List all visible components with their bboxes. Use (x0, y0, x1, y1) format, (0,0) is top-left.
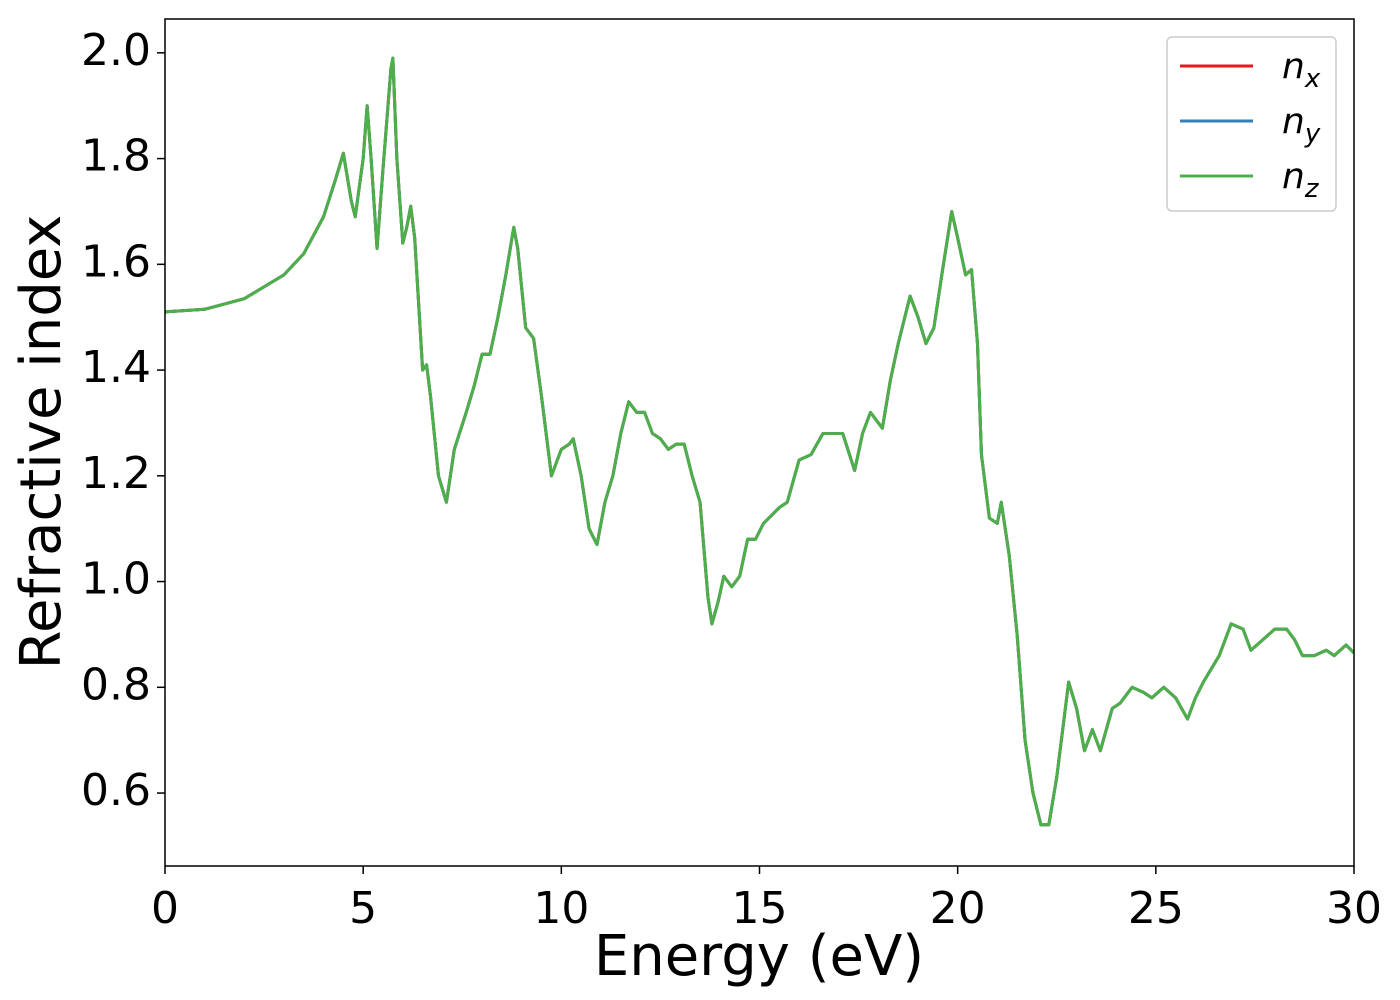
x-axis-label: Energy (eV) (594, 924, 924, 989)
y-tick-label: 1.0 (81, 554, 151, 605)
legend-label: nz (1282, 156, 1320, 204)
x-tick-label: 10 (533, 883, 589, 934)
legend-label: nx (1282, 46, 1321, 94)
y-axis-label: Refractive index (9, 215, 74, 670)
legend-label: ny (1282, 101, 1321, 149)
plot-frame (164, 18, 1355, 867)
y-tick-label: 1.6 (81, 236, 151, 287)
y-tick-label: 1.4 (81, 342, 151, 393)
y-tick-label: 2.0 (81, 25, 151, 76)
y-tick-label: 0.8 (81, 659, 151, 710)
legend-box (1166, 36, 1337, 212)
line-series (165, 56, 1354, 827)
x-tick-label: 0 (151, 883, 179, 934)
y-tick-label: 1.8 (81, 131, 151, 182)
x-tick-label: 30 (1326, 883, 1382, 934)
x-tick-label: 15 (732, 883, 788, 934)
x-tick-label: 5 (349, 883, 377, 934)
x-tick-label: 20 (930, 883, 986, 934)
y-tick-label: 1.2 (81, 448, 151, 499)
x-tick-label: 25 (1128, 883, 1184, 934)
y-tick-label: 0.6 (81, 765, 151, 816)
